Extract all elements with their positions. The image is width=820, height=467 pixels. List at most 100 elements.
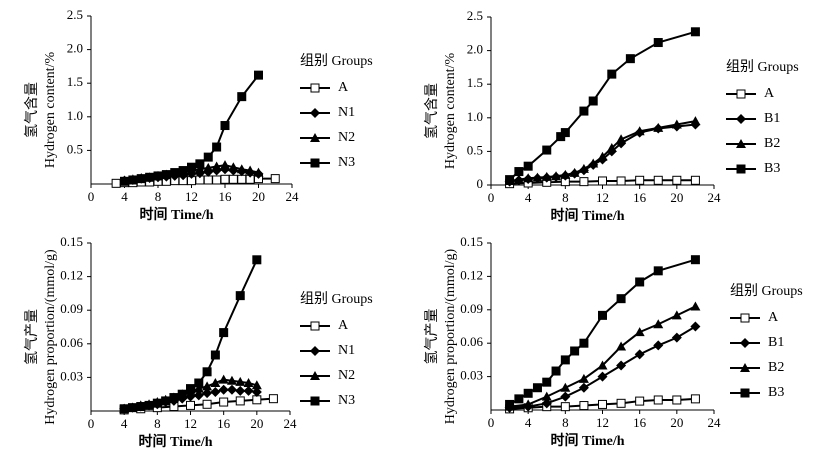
legend-label: N1 xyxy=(338,343,355,358)
legend-label: B3 xyxy=(768,385,784,400)
marker xyxy=(560,128,570,138)
marker xyxy=(170,168,180,178)
marker xyxy=(219,328,229,338)
marker xyxy=(598,399,607,409)
marker xyxy=(560,402,570,412)
marker xyxy=(514,167,524,177)
y-tick-label: 1.0 xyxy=(467,109,483,124)
y-tick-label: 0.15 xyxy=(60,234,83,249)
legend-marker xyxy=(310,108,320,118)
x-tick-label: 0 xyxy=(488,190,495,205)
marker xyxy=(616,294,626,304)
legend-label: N3 xyxy=(338,155,355,170)
x-tick-label: 24 xyxy=(286,189,300,204)
legend-label: A xyxy=(338,80,349,95)
marker xyxy=(152,398,162,408)
legend-marker xyxy=(310,158,320,168)
marker xyxy=(616,398,626,408)
marker xyxy=(570,346,580,356)
x-tick-label: 20 xyxy=(670,415,683,430)
marker xyxy=(532,383,542,393)
marker xyxy=(144,400,154,410)
x-tick-label: 0 xyxy=(488,415,495,430)
marker xyxy=(212,142,222,152)
marker xyxy=(653,395,663,405)
marker xyxy=(243,385,254,396)
marker xyxy=(634,349,645,360)
x-tick-label: 12 xyxy=(596,190,609,205)
marker xyxy=(606,143,617,153)
marker xyxy=(235,291,245,301)
x-tick-label: 12 xyxy=(185,189,198,204)
x-tick-label: 20 xyxy=(670,190,683,205)
y-tick-label: 2.0 xyxy=(67,41,83,56)
marker xyxy=(541,391,552,401)
marker xyxy=(513,174,524,184)
marker xyxy=(186,384,195,394)
marker xyxy=(541,398,552,409)
y-tick-label: 0.15 xyxy=(460,234,483,249)
marker xyxy=(542,377,552,387)
x-tick-label: 20 xyxy=(252,189,265,204)
marker xyxy=(588,158,599,168)
y-tick-label: 0.03 xyxy=(60,368,83,383)
y-axis-label: Hydrogen proportion/(mmol/g) xyxy=(443,248,458,424)
series-line xyxy=(509,120,696,182)
legend-marker xyxy=(310,396,320,406)
legend-label: N3 xyxy=(338,393,355,408)
marker xyxy=(235,396,245,406)
y-tick-label: 0.09 xyxy=(60,301,83,316)
legend-marker xyxy=(310,371,320,380)
legend-label: B1 xyxy=(768,335,784,350)
x-tick-label: 0 xyxy=(88,189,95,204)
marker xyxy=(671,310,682,320)
marker xyxy=(607,69,617,79)
marker xyxy=(653,38,663,48)
marker xyxy=(228,162,239,172)
marker xyxy=(541,171,552,181)
y-tick-label: 0.06 xyxy=(60,335,83,350)
y-tick-label: 0.09 xyxy=(460,301,483,316)
series-line xyxy=(509,258,696,406)
marker xyxy=(220,121,230,131)
x-axis-label: 时间 Time/h xyxy=(138,433,212,450)
marker xyxy=(254,70,263,80)
marker xyxy=(653,319,664,329)
marker xyxy=(598,310,607,320)
legend-marker xyxy=(310,133,320,142)
marker xyxy=(505,175,515,185)
marker xyxy=(653,175,663,185)
marker xyxy=(523,399,534,409)
marker xyxy=(616,341,627,351)
marker xyxy=(210,350,220,360)
x-tick-label: 8 xyxy=(562,415,569,430)
marker xyxy=(653,266,663,276)
y-axis-label: Hydrogen content/% xyxy=(43,52,58,169)
x-tick-label: 4 xyxy=(121,189,128,204)
legend-label: A xyxy=(338,318,349,333)
y-tick-label: 2.5 xyxy=(67,7,83,22)
y-tick-label: 0.06 xyxy=(460,334,483,349)
marker xyxy=(597,360,608,370)
legend-title: 组别 Groups xyxy=(300,53,373,69)
marker xyxy=(268,394,278,404)
marker xyxy=(226,384,237,395)
marker xyxy=(218,384,229,395)
x-tick-label: 8 xyxy=(154,416,161,431)
y-axis-label: 氢气含量 xyxy=(24,82,40,138)
x-tick-label: 8 xyxy=(562,190,569,205)
marker xyxy=(218,374,229,384)
legend-label: A xyxy=(764,86,775,101)
marker xyxy=(193,390,204,401)
legend-label: N1 xyxy=(338,105,355,120)
y-axis-label: Hydrogen content/% xyxy=(443,53,458,170)
marker xyxy=(120,176,129,186)
marker xyxy=(210,386,221,397)
marker xyxy=(560,169,571,179)
marker xyxy=(690,394,700,404)
marker xyxy=(236,164,247,174)
legend-marker xyxy=(736,89,746,99)
marker xyxy=(252,255,262,265)
x-tick-label: 16 xyxy=(633,415,647,430)
